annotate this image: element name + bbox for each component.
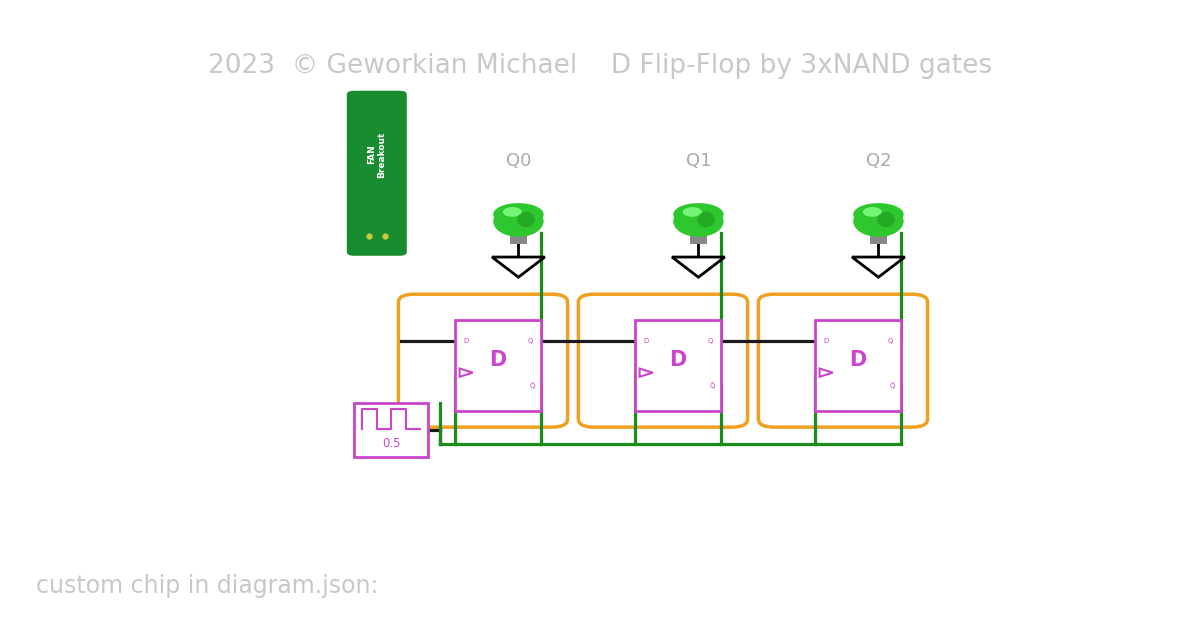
Text: D: D xyxy=(463,338,468,344)
Ellipse shape xyxy=(517,212,535,227)
FancyBboxPatch shape xyxy=(870,230,887,244)
Text: Q2: Q2 xyxy=(865,152,892,170)
Ellipse shape xyxy=(697,212,715,227)
Ellipse shape xyxy=(503,207,522,217)
Ellipse shape xyxy=(673,205,724,237)
Text: 0.5: 0.5 xyxy=(382,437,401,450)
Text: FAN
Breakout: FAN Breakout xyxy=(367,131,386,178)
Text: Q: Q xyxy=(888,338,893,344)
Text: custom chip in diagram.json:: custom chip in diagram.json: xyxy=(36,574,378,598)
FancyBboxPatch shape xyxy=(635,320,721,411)
Text: D: D xyxy=(643,338,648,344)
Text: Q: Q xyxy=(528,338,533,344)
FancyBboxPatch shape xyxy=(354,403,428,457)
FancyBboxPatch shape xyxy=(690,230,707,244)
Text: Q̄: Q̄ xyxy=(890,382,895,389)
Ellipse shape xyxy=(863,207,882,217)
Ellipse shape xyxy=(683,207,702,217)
Text: D: D xyxy=(490,350,506,370)
Ellipse shape xyxy=(493,205,544,237)
Text: Q1: Q1 xyxy=(685,152,712,170)
Text: 2023  © Geworkian Michael    D Flip-Flop by 3xNAND gates: 2023 © Geworkian Michael D Flip-Flop by … xyxy=(208,53,992,79)
FancyBboxPatch shape xyxy=(455,320,541,411)
Text: Q̄: Q̄ xyxy=(530,382,535,389)
Text: D: D xyxy=(823,338,828,344)
FancyBboxPatch shape xyxy=(510,230,527,244)
Ellipse shape xyxy=(853,205,904,237)
Text: D: D xyxy=(670,350,686,370)
Ellipse shape xyxy=(673,203,724,226)
Text: Q̄: Q̄ xyxy=(710,382,715,389)
Text: D: D xyxy=(850,350,866,370)
Ellipse shape xyxy=(877,212,895,227)
FancyBboxPatch shape xyxy=(815,320,901,411)
Ellipse shape xyxy=(493,203,544,226)
FancyBboxPatch shape xyxy=(347,91,407,256)
Ellipse shape xyxy=(853,203,904,226)
Text: Q: Q xyxy=(708,338,713,344)
Text: Q0: Q0 xyxy=(505,152,532,170)
